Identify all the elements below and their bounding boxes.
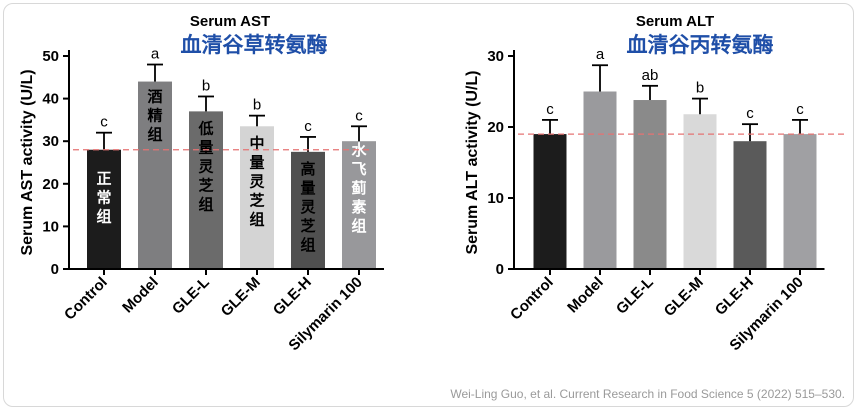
chart2-bar-1 — [533, 134, 567, 269]
chart1-y-tick-label-3: 20 — [42, 176, 59, 193]
chart2-significance-4: b — [696, 80, 704, 97]
chart1-bar-2 — [138, 81, 172, 269]
chart2-y-axis-label: Serum ALT activity (U/L) — [464, 70, 481, 254]
chart2-x-tick-label-5: GLE-H — [712, 274, 757, 319]
chart2-bar-4 — [683, 114, 717, 269]
chart1-title: Serum AST — [190, 13, 270, 30]
chart1-bar-label-3-char-2: 量 — [198, 138, 213, 156]
chart1-bar-label-4-char-2: 量 — [249, 153, 264, 171]
chart2-y-tick-label-4: 30 — [487, 48, 504, 65]
chart1-bar-label-2-char-3: 组 — [147, 126, 162, 144]
chart1-bar-label-5-char-4: 芝 — [300, 217, 315, 235]
chart1-significance-4: b — [253, 97, 261, 114]
chart2-x-tick-label-4: GLE-M — [661, 274, 707, 320]
chart1-y-tick-label-4: 30 — [42, 133, 59, 150]
chart1-significance-6: c — [355, 107, 363, 124]
chart1-bar-label-1-char-1: 正 — [96, 170, 111, 188]
chart1-bar-label-3-char-5: 组 — [198, 195, 213, 213]
chart1-bar-label-1-char-2: 常 — [96, 189, 111, 207]
chart2-bar-5 — [733, 141, 767, 269]
chart1-bar-label-6-char-5: 组 — [351, 217, 366, 235]
chart1-x-tick-label-3: GLE-L — [169, 274, 213, 318]
chart2-significance-2: a — [596, 46, 605, 63]
chart1-bar-6 — [342, 141, 376, 269]
chart2-y-tick-label-1: 0 — [496, 261, 504, 278]
chart1-y-tick-label-5: 40 — [42, 91, 59, 108]
chart1-bar-label-6-char-3: 蓟 — [350, 179, 366, 197]
chart1-bar-label-5-char-1: 高 — [300, 160, 315, 178]
chart1-bar-label-1-char-3: 组 — [96, 208, 111, 226]
chart2-x-tick-label-3: GLE-L — [613, 274, 657, 318]
chart2-bar-6 — [783, 134, 817, 269]
chart2-x-tick-label-2: Model — [564, 274, 607, 317]
chart1-bar-label-6-char-1: 水 — [351, 141, 367, 159]
chart1-bar-label-4-char-3: 灵 — [249, 172, 265, 190]
chart2-bar-2 — [583, 91, 617, 269]
chart1-bar-1 — [87, 149, 121, 269]
chart1-y-tick-label-1: 0 — [51, 261, 59, 278]
chart1-bar-label-5-char-2: 量 — [300, 179, 315, 197]
chart1-significance-1: c — [100, 114, 108, 131]
chart1-significance-3: b — [202, 77, 210, 94]
citation: Wei-Ling Guo, et al. Current Research in… — [450, 387, 845, 401]
chart1-x-tick-label-1: Control — [61, 274, 111, 324]
chart1-bar-label-5-char-3: 灵 — [300, 198, 316, 216]
chart2-significance-3: ab — [642, 67, 659, 84]
chart2-significance-6: c — [796, 101, 804, 118]
chart1-y-tick-label-2: 10 — [42, 218, 59, 235]
chart1-x-tick-label-4: GLE-M — [218, 274, 264, 320]
chart1-bar-label-3-char-4: 芝 — [198, 176, 213, 194]
chart1-bar-label-5-char-5: 组 — [300, 236, 315, 254]
chart1-x-tick-label-5: GLE-H — [270, 274, 315, 319]
chart2-title: Serum ALT — [636, 13, 714, 30]
chart1-y-axis-label: Serum AST activity (U/L) — [19, 69, 36, 255]
chart1-bar-label-4-char-1: 中 — [249, 134, 264, 152]
chart1-bar-3 — [189, 111, 223, 269]
chart1-bar-label-6-char-2: 飞 — [351, 160, 366, 178]
chart2-y-tick-label-2: 10 — [487, 190, 504, 207]
chart1-bar-label-2-char-2: 精 — [147, 107, 162, 125]
chart1-bar-label-4-char-5: 组 — [249, 210, 264, 228]
chart1-subtitle: 血清谷草转氨酶 — [181, 33, 328, 57]
chart2-bar-3 — [633, 100, 667, 270]
chart1-bar-label-3-char-1: 低 — [197, 119, 213, 137]
chart2-subtitle: 血清谷丙转氨酶 — [627, 33, 774, 57]
chart1-bar-5 — [291, 151, 325, 269]
chart1-bar-label-2-char-1: 酒 — [147, 88, 162, 106]
chart2-significance-5: c — [746, 105, 754, 122]
chart2-y-tick-label-3: 20 — [487, 119, 504, 136]
chart1-significance-2: a — [151, 46, 160, 63]
chart1-bar-label-3-char-3: 灵 — [198, 157, 214, 175]
chart2-significance-1: c — [546, 101, 554, 118]
chart2-x-tick-label-1: Control — [507, 274, 557, 324]
chart1-significance-5: c — [304, 118, 312, 135]
chart1-x-tick-label-2: Model — [119, 274, 162, 317]
chart1-bar-label-6-char-4: 素 — [351, 198, 366, 216]
figure-frame — [3, 3, 854, 407]
chart1-y-tick-label-6: 50 — [42, 48, 59, 65]
chart1-bar-label-4-char-4: 芝 — [249, 191, 264, 209]
